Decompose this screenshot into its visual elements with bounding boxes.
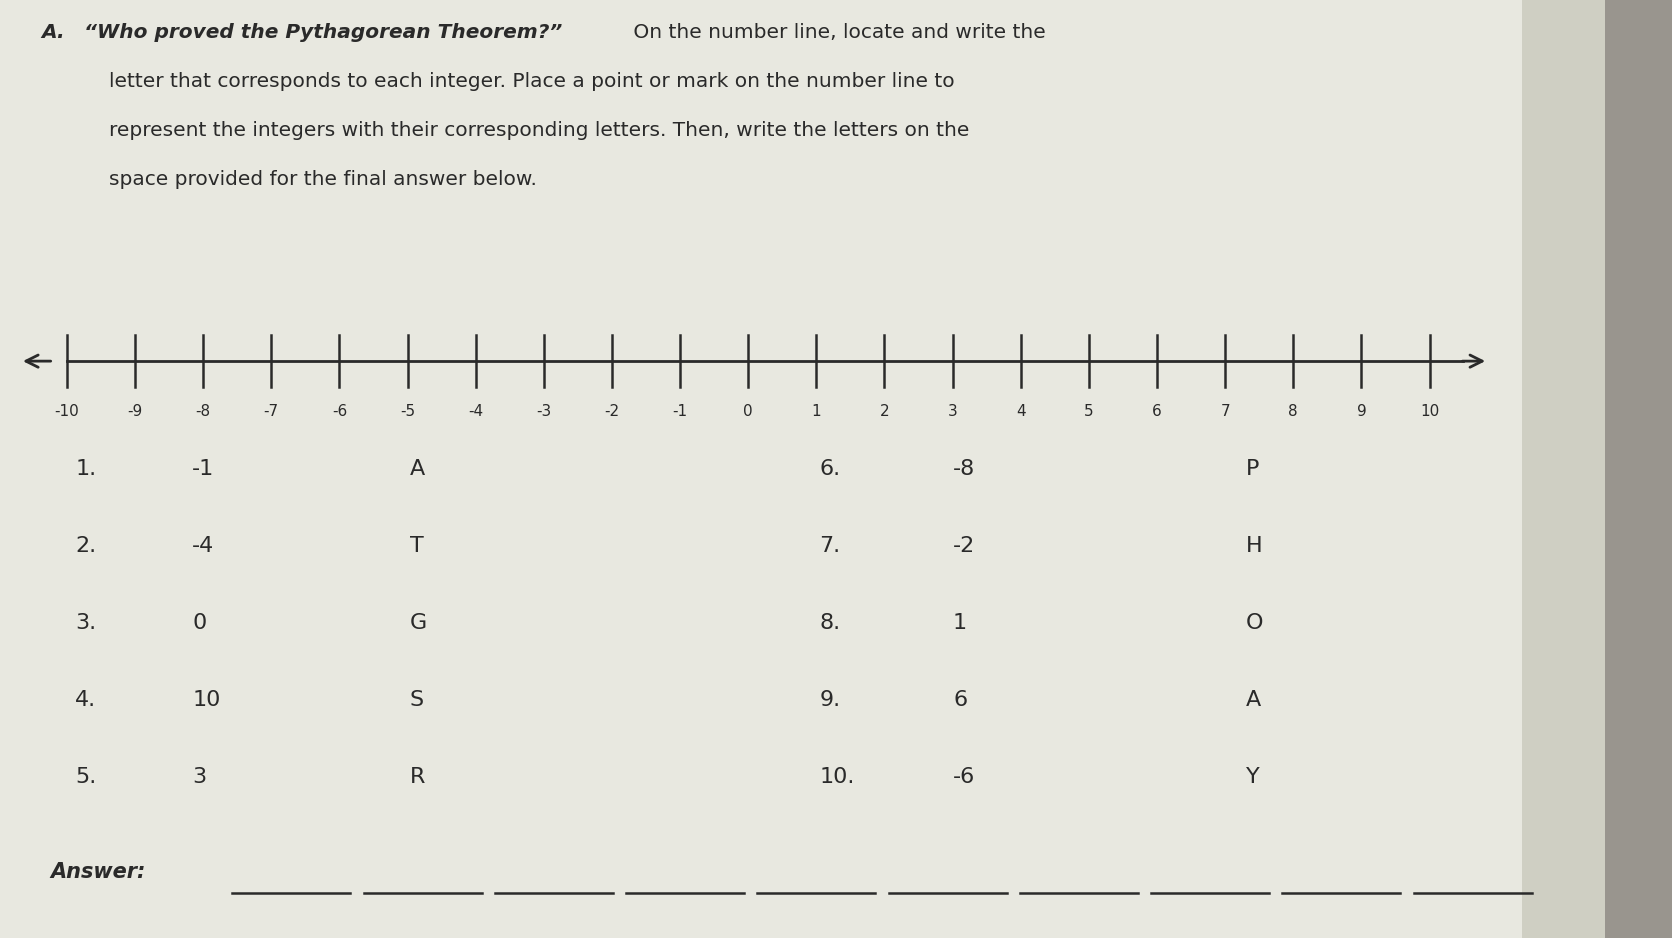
Text: -8: -8 bbox=[953, 459, 975, 479]
Text: 1.: 1. bbox=[75, 459, 97, 479]
Text: 10: 10 bbox=[1420, 404, 1440, 419]
Text: -9: -9 bbox=[127, 404, 142, 419]
Text: 0: 0 bbox=[744, 404, 752, 419]
Text: S: S bbox=[410, 689, 423, 710]
Text: A: A bbox=[410, 459, 425, 479]
Text: 9.: 9. bbox=[819, 689, 841, 710]
Text: -1: -1 bbox=[672, 404, 687, 419]
Text: 3.: 3. bbox=[75, 613, 97, 633]
Text: -4: -4 bbox=[468, 404, 483, 419]
Text: 2: 2 bbox=[879, 404, 890, 419]
Text: Answer:: Answer: bbox=[50, 862, 145, 883]
Text: 8: 8 bbox=[1289, 404, 1297, 419]
Text: 4: 4 bbox=[1017, 404, 1025, 419]
Text: -4: -4 bbox=[192, 536, 214, 556]
Text: 8.: 8. bbox=[819, 613, 841, 633]
Text: G: G bbox=[410, 613, 426, 633]
Text: -6: -6 bbox=[331, 404, 348, 419]
Text: 0: 0 bbox=[192, 613, 207, 633]
Text: space provided for the final answer below.: space provided for the final answer belo… bbox=[109, 170, 537, 189]
Text: O: O bbox=[1246, 613, 1262, 633]
Text: 2.: 2. bbox=[75, 536, 97, 556]
Text: 7.: 7. bbox=[819, 536, 841, 556]
Text: -2: -2 bbox=[953, 536, 975, 556]
Text: 1: 1 bbox=[811, 404, 821, 419]
Text: 5: 5 bbox=[1083, 404, 1093, 419]
Text: “Who proved the Pythagorean Theorem?”: “Who proved the Pythagorean Theorem?” bbox=[84, 23, 562, 42]
Text: -3: -3 bbox=[537, 404, 552, 419]
Text: 1: 1 bbox=[953, 613, 966, 633]
Text: T: T bbox=[410, 536, 423, 556]
Text: A: A bbox=[1246, 689, 1261, 710]
Text: -10: -10 bbox=[55, 404, 79, 419]
Text: On the number line, locate and write the: On the number line, locate and write the bbox=[627, 23, 1045, 42]
Text: 3: 3 bbox=[192, 766, 206, 787]
Bar bbox=[1605, 0, 1672, 938]
Text: 6: 6 bbox=[1152, 404, 1162, 419]
Text: P: P bbox=[1246, 459, 1259, 479]
Text: R: R bbox=[410, 766, 425, 787]
Text: -1: -1 bbox=[192, 459, 214, 479]
Text: 10: 10 bbox=[192, 689, 221, 710]
Text: A.: A. bbox=[42, 23, 65, 42]
Text: -2: -2 bbox=[604, 404, 620, 419]
Text: 4.: 4. bbox=[75, 689, 97, 710]
Text: -7: -7 bbox=[264, 404, 279, 419]
Text: -6: -6 bbox=[953, 766, 975, 787]
Text: 6.: 6. bbox=[819, 459, 841, 479]
Bar bbox=[1522, 0, 1672, 938]
Text: -5: -5 bbox=[400, 404, 415, 419]
Text: 9: 9 bbox=[1356, 404, 1366, 419]
Text: Y: Y bbox=[1246, 766, 1259, 787]
Text: 10.: 10. bbox=[819, 766, 854, 787]
Text: 6: 6 bbox=[953, 689, 966, 710]
Text: -8: -8 bbox=[196, 404, 211, 419]
Text: H: H bbox=[1246, 536, 1262, 556]
Text: 5.: 5. bbox=[75, 766, 97, 787]
Text: letter that corresponds to each integer. Place a point or mark on the number lin: letter that corresponds to each integer.… bbox=[109, 72, 955, 91]
Text: 3: 3 bbox=[948, 404, 958, 419]
Text: 7: 7 bbox=[1221, 404, 1231, 419]
Text: represent the integers with their corresponding letters. Then, write the letters: represent the integers with their corres… bbox=[109, 121, 970, 140]
